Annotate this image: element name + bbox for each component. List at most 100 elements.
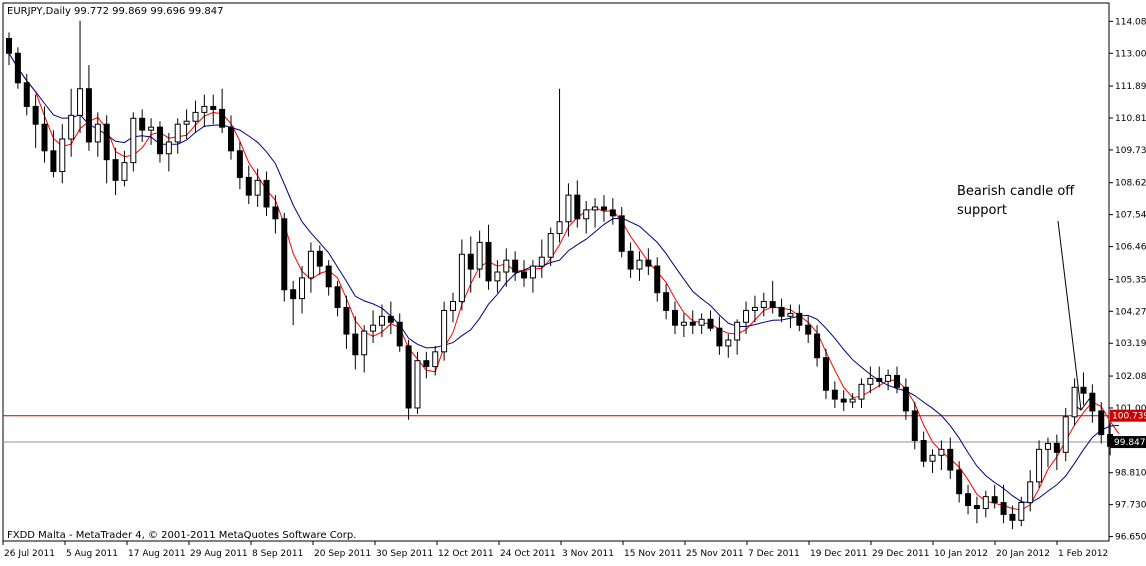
candle-body-bearish (796, 312, 803, 326)
candle (636, 251, 643, 281)
candle (734, 319, 741, 355)
candle (698, 313, 705, 335)
candle (778, 298, 785, 323)
annotation-arrow-line (1057, 220, 1082, 411)
candle (760, 292, 767, 317)
candle-body-bullish (432, 351, 439, 368)
candle-body-bullish (370, 324, 377, 332)
candle-body-bullish (307, 250, 314, 279)
candle-body-bearish (219, 108, 226, 128)
candle-body-bullish (503, 259, 510, 273)
support-price-label: 100.739 (1112, 412, 1146, 422)
candle (512, 251, 519, 281)
candle-body-bullish (538, 256, 545, 267)
candle-body-bullish (636, 259, 643, 270)
candle (370, 310, 377, 343)
candle (654, 257, 661, 302)
candle-body-bearish (654, 265, 661, 294)
candle (947, 437, 954, 479)
current-price-label: 99.847 (1114, 438, 1146, 448)
candle (219, 88, 226, 134)
candle (263, 171, 270, 216)
candle-body-bearish (272, 206, 279, 220)
x-tick-label: 12 Oct 2011 (438, 549, 494, 559)
support-price-tag (1110, 409, 1146, 422)
candle (574, 180, 581, 228)
price-labels: 100.739 99.847 (1110, 409, 1146, 449)
candle-body-bullish (148, 126, 155, 131)
candle-body-bearish (14, 52, 21, 84)
candle-body-bearish (316, 250, 323, 267)
candle-body-bearish (991, 496, 998, 504)
candle-body-bearish (574, 194, 581, 220)
moving-average-1 (8, 53, 1120, 511)
candle (885, 369, 892, 391)
candle (156, 121, 163, 163)
candle (272, 195, 279, 234)
candle-body-bearish (627, 250, 634, 270)
candle (485, 224, 492, 290)
y-tick-label: 111.890 (1115, 82, 1146, 92)
candle-body-bullish (476, 241, 483, 270)
candle (725, 334, 732, 358)
current-price-tag (1110, 436, 1146, 449)
candle-body-bullish (849, 398, 856, 403)
candle-body-bullish (450, 301, 456, 311)
candle (600, 195, 607, 222)
candle-body-bullish (201, 105, 208, 113)
candle (956, 461, 963, 503)
candle (121, 150, 128, 187)
candle-body-bullish (441, 309, 448, 353)
y-tick-label: 103.190 (1115, 339, 1146, 349)
annotation-arrow-head (1076, 393, 1094, 411)
copyright-text: FXDD Malta - MetaTrader 4, © 2001-2011 M… (7, 530, 356, 541)
candle-body-bearish (281, 218, 288, 291)
x-tick-label: 25 Nov 2011 (686, 549, 744, 559)
candle (1080, 372, 1087, 406)
candle (414, 351, 421, 414)
candle (41, 106, 48, 163)
x-tick-label: 1 Feb 2012 (1058, 549, 1108, 559)
candle-body-bearish (521, 271, 528, 279)
candle-body-bearish (103, 123, 110, 161)
candle-body-bullish (130, 117, 137, 164)
candle (769, 280, 776, 314)
candle-body-bullish (121, 162, 128, 181)
candle-body-bullish (725, 339, 732, 347)
candle-body-bullish (547, 233, 554, 258)
candle (547, 227, 554, 267)
candle-body-bullish (361, 330, 368, 356)
candle-body-bearish (23, 82, 30, 107)
candle (672, 301, 678, 335)
candle (1062, 407, 1069, 462)
candle (716, 316, 723, 355)
symbol-title: EURJPY,Daily (7, 6, 71, 17)
y-tick-label: 109.730 (1115, 146, 1146, 156)
candle (228, 115, 234, 160)
candle (894, 366, 900, 394)
candle-body-bullish (174, 123, 181, 143)
y-tick-label: 98.810 (1115, 469, 1146, 479)
candle-body-bullish (583, 209, 590, 220)
candle-body-bearish (1000, 502, 1007, 515)
candle-body-bullish (743, 309, 750, 323)
candle (867, 366, 874, 394)
candle (663, 283, 670, 320)
y-tick-label: 97.730 (1115, 501, 1146, 511)
annotation-line-2: support (957, 203, 1007, 218)
candle-body-bearish (32, 105, 39, 125)
candle-body-bullish (867, 377, 874, 385)
candle-body-bearish (663, 292, 670, 311)
candle-body-bullish (77, 88, 84, 116)
x-tick-label: 15 Nov 2011 (624, 549, 682, 559)
candle-body-bearish (228, 126, 234, 152)
candle (112, 147, 119, 196)
candle (849, 393, 856, 408)
candle (103, 115, 110, 184)
candle-body-bullish (1027, 481, 1034, 504)
candle (236, 141, 243, 190)
candle-body-bullish (1071, 386, 1078, 418)
candle (432, 345, 439, 376)
candle-body-bearish (245, 176, 252, 196)
